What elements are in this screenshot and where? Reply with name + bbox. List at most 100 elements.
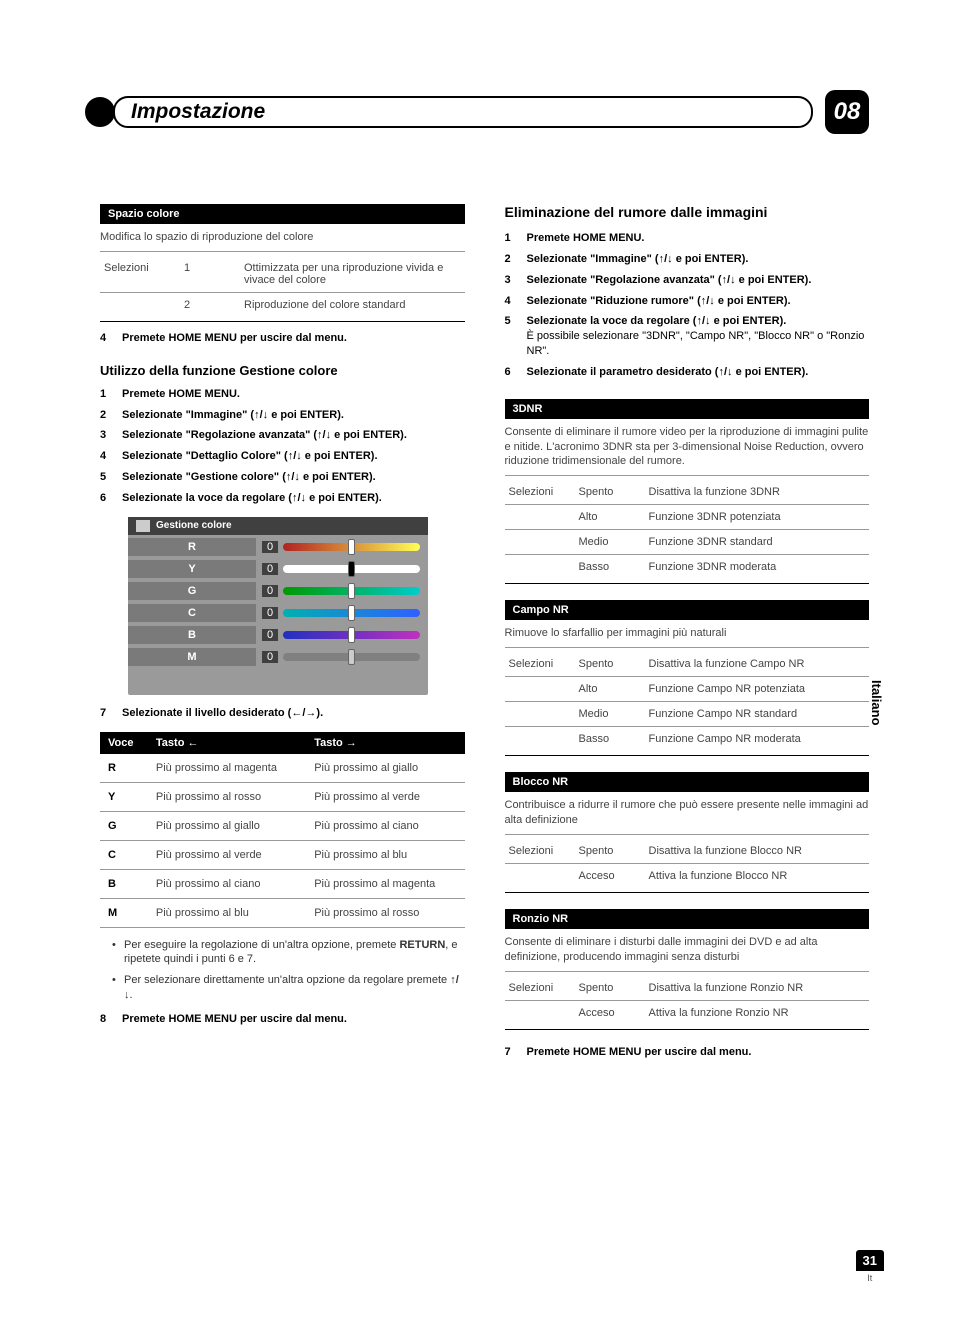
table-cell: Disattiva la funzione Ronzio NR bbox=[645, 976, 870, 1001]
table-cell: Ottimizzata per una riproduzione vivida … bbox=[240, 256, 465, 293]
table-row: MedioFunzione Campo NR standard bbox=[505, 702, 870, 727]
option-box-header: 3DNR bbox=[505, 399, 870, 419]
table-cell: Y bbox=[100, 782, 148, 811]
table-cell: Spento bbox=[575, 839, 645, 864]
slider-label-wrap: Y bbox=[128, 560, 256, 578]
table-row: GPiù prossimo al gialloPiù prossimo al c… bbox=[100, 811, 465, 840]
step-item: 5Selezionate "Gestione colore" (↑/↓ e po… bbox=[100, 467, 465, 488]
page-lang: It bbox=[856, 1273, 884, 1283]
table-row: SelezioniSpentoDisattiva la funzione Cam… bbox=[505, 652, 870, 677]
step-number: 3 bbox=[100, 428, 112, 443]
screenshot-header: Gestione colore bbox=[128, 517, 428, 535]
slider-track bbox=[283, 585, 420, 597]
table-row: AltoFunzione Campo NR potenziata bbox=[505, 677, 870, 702]
spazio-colore-desc: Modifica lo spazio di riproduzione del c… bbox=[100, 230, 465, 245]
step-number: 6 bbox=[100, 491, 112, 506]
table-cell: C bbox=[100, 840, 148, 869]
table-cell: Funzione Campo NR standard bbox=[645, 702, 870, 727]
slider-handle-icon bbox=[348, 583, 355, 599]
table-cell bbox=[505, 555, 575, 580]
slider-handle-icon bbox=[348, 605, 355, 621]
table-cell: Medio bbox=[575, 530, 645, 555]
slider-track bbox=[283, 629, 420, 641]
table-row: BPiù prossimo al cianoPiù prossimo al ma… bbox=[100, 869, 465, 898]
left-column: Spazio colore Modifica lo spazio di ripr… bbox=[100, 204, 465, 1068]
step-text: Selezionate "Immagine" (↑/↓ e poi ENTER)… bbox=[122, 408, 465, 423]
table-cell: B bbox=[100, 869, 148, 898]
table-cell: R bbox=[100, 754, 148, 783]
table-cell: Attiva la funzione Blocco NR bbox=[645, 863, 870, 888]
eliminazione-rumore-heading: Eliminazione del rumore dalle immagini bbox=[505, 204, 870, 220]
step-number: 5 bbox=[100, 470, 112, 485]
table-cell: Più prossimo al ciano bbox=[148, 869, 306, 898]
step-text: Selezionate "Immagine" (↑/↓ e poi ENTER)… bbox=[527, 252, 870, 267]
table-cell: Basso bbox=[575, 555, 645, 580]
step-number: 3 bbox=[505, 273, 517, 288]
table-cell: Più prossimo al verde bbox=[148, 840, 306, 869]
slider-track bbox=[283, 563, 420, 575]
step-item: 4Selezionate "Riduzione rumore" (↑/↓ e p… bbox=[505, 291, 870, 312]
slider-label: M bbox=[187, 651, 196, 663]
gestione-colore-screenshot: Gestione colore R0Y0G0C0B0M0 bbox=[128, 517, 428, 695]
table-cell: Selezioni bbox=[505, 976, 575, 1001]
chapter-number-badge: 08 bbox=[825, 90, 869, 134]
option-box-table: SelezioniSpentoDisattiva la funzione Cam… bbox=[505, 652, 870, 751]
slider-handle-icon bbox=[348, 539, 355, 555]
slider-label-wrap: C bbox=[128, 604, 256, 622]
step-number: 6 bbox=[505, 365, 517, 380]
step-text: Premete HOME MENU per uscire dal menu. bbox=[527, 1045, 870, 1060]
table-cell: 1 bbox=[180, 256, 240, 293]
table-cell: Più prossimo al ciano bbox=[306, 811, 464, 840]
table-cell: Più prossimo al magenta bbox=[148, 754, 306, 783]
table-row: BassoFunzione 3DNR moderata bbox=[505, 555, 870, 580]
step-number: 5 bbox=[505, 314, 517, 359]
step-number: 4 bbox=[505, 294, 517, 309]
table-cell: Alto bbox=[575, 677, 645, 702]
option-box-header: Campo NR bbox=[505, 600, 870, 620]
step-number: 4 bbox=[100, 449, 112, 464]
slider-label-wrap: M bbox=[128, 648, 256, 666]
step-item: 3Selezionate "Regolazione avanzata" (↑/↓… bbox=[505, 270, 870, 291]
table-cell bbox=[505, 677, 575, 702]
note-item: Per eseguire la regolazione di un'altra … bbox=[112, 938, 465, 968]
table-cell: G bbox=[100, 811, 148, 840]
table-header: Tasto → bbox=[306, 732, 464, 754]
right-steps-list: 1Premete HOME MENU.2Selezionate "Immagin… bbox=[505, 228, 870, 383]
step-text: Selezionate il livello desiderato (←/→). bbox=[122, 706, 465, 721]
table-cell: Disattiva la funzione 3DNR bbox=[645, 480, 870, 505]
option-box-desc: Contribuisce a ridurre il rumore che può… bbox=[505, 798, 870, 828]
table-cell: Spento bbox=[575, 480, 645, 505]
step-item: 2Selezionate "Immagine" (↑/↓ e poi ENTER… bbox=[100, 405, 465, 426]
table-cell: Più prossimo al giallo bbox=[306, 754, 464, 783]
table-cell: Selezioni bbox=[505, 480, 575, 505]
step-number: 8 bbox=[100, 1012, 112, 1027]
slider-track bbox=[283, 607, 420, 619]
table-cell: Medio bbox=[575, 702, 645, 727]
table-cell: Basso bbox=[575, 727, 645, 752]
slider-handle-icon bbox=[348, 561, 355, 577]
step-item: 3 Selezionate "Regolazione avanzata" (↑/↓… bbox=[100, 425, 465, 446]
option-box-header: Blocco NR bbox=[505, 772, 870, 792]
table-cell: Spento bbox=[575, 976, 645, 1001]
table-cell: Funzione 3DNR standard bbox=[645, 530, 870, 555]
table-cell: 2 bbox=[180, 292, 240, 317]
note-item: Per selezionare direttamente un'altra op… bbox=[112, 973, 465, 1003]
step-item: 4 Premete HOME MENU per uscire dal menu. bbox=[100, 328, 465, 349]
voce-table: VoceTasto ←Tasto → RPiù prossimo al mage… bbox=[100, 732, 465, 928]
gestione-colore-heading: Utilizzo della funzione Gestione colore bbox=[100, 363, 465, 378]
step-item: 6Selezionate il parametro desiderato (↑/… bbox=[505, 362, 870, 383]
table-cell: Acceso bbox=[575, 1000, 645, 1025]
option-box-table: SelezioniSpentoDisattiva la funzione Blo… bbox=[505, 839, 870, 888]
option-box-table: SelezioniSpentoDisattiva la funzione 3DN… bbox=[505, 480, 870, 579]
gestione-steps-list: 1Premete HOME MENU.2Selezionate "Immagin… bbox=[100, 384, 465, 509]
screenshot-icon bbox=[136, 520, 150, 532]
table-cell: Più prossimo al rosso bbox=[148, 782, 306, 811]
step-text: Selezionate "Regolazione avanzata" (↑/↓ … bbox=[122, 428, 465, 443]
step-text: Selezionate la voce da regolare (↑/↓ e p… bbox=[527, 314, 870, 359]
step-item: 8 Premete HOME MENU per uscire dal menu. bbox=[100, 1009, 465, 1030]
option-box-desc: Rimuove lo sfarfallio per immagini più n… bbox=[505, 626, 870, 641]
step-text: Selezionate la voce da regolare (↑/↓ e p… bbox=[122, 491, 465, 506]
table-cell: Disattiva la funzione Blocco NR bbox=[645, 839, 870, 864]
spazio-colore-header: Spazio colore bbox=[100, 204, 465, 224]
page-footer: 31 It bbox=[856, 1250, 884, 1283]
